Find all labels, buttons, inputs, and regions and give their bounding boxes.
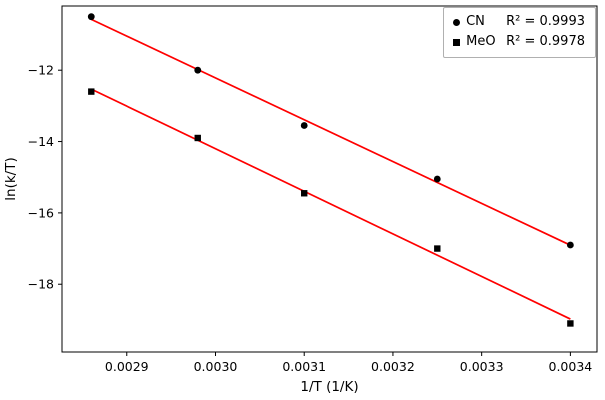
legend-series-name: MeO (466, 34, 496, 50)
legend-item-meo: MeO R² = 0.9978 (453, 34, 585, 50)
svg-text:0.0030: 0.0030 (194, 359, 238, 374)
svg-text:0.0034: 0.0034 (549, 359, 593, 374)
svg-text:1/T (1/K): 1/T (1/K) (300, 379, 358, 395)
legend-item-cn: CN R² = 0.9993 (453, 14, 585, 30)
svg-text:0.0031: 0.0031 (282, 359, 326, 374)
svg-text:0.0029: 0.0029 (105, 359, 149, 374)
legend-r-squared-value: R² = 0.9993 (506, 14, 585, 29)
svg-text:0.0033: 0.0033 (460, 359, 504, 374)
svg-text:−14: −14 (28, 134, 54, 149)
svg-text:−18: −18 (28, 277, 54, 292)
legend: CN R² = 0.9993 MeO R² = 0.9978 (443, 7, 596, 58)
legend-series-name: CN (466, 14, 485, 29)
svg-text:−16: −16 (28, 205, 54, 220)
legend-r-squared-value: R² = 0.9978 (506, 34, 585, 50)
svg-text:0.0032: 0.0032 (371, 359, 415, 374)
svg-text:−12: −12 (28, 63, 54, 78)
svg-text:ln(k/T): ln(k/T) (3, 157, 19, 200)
square-marker-icon (453, 38, 461, 46)
circle-marker-icon (453, 18, 461, 26)
